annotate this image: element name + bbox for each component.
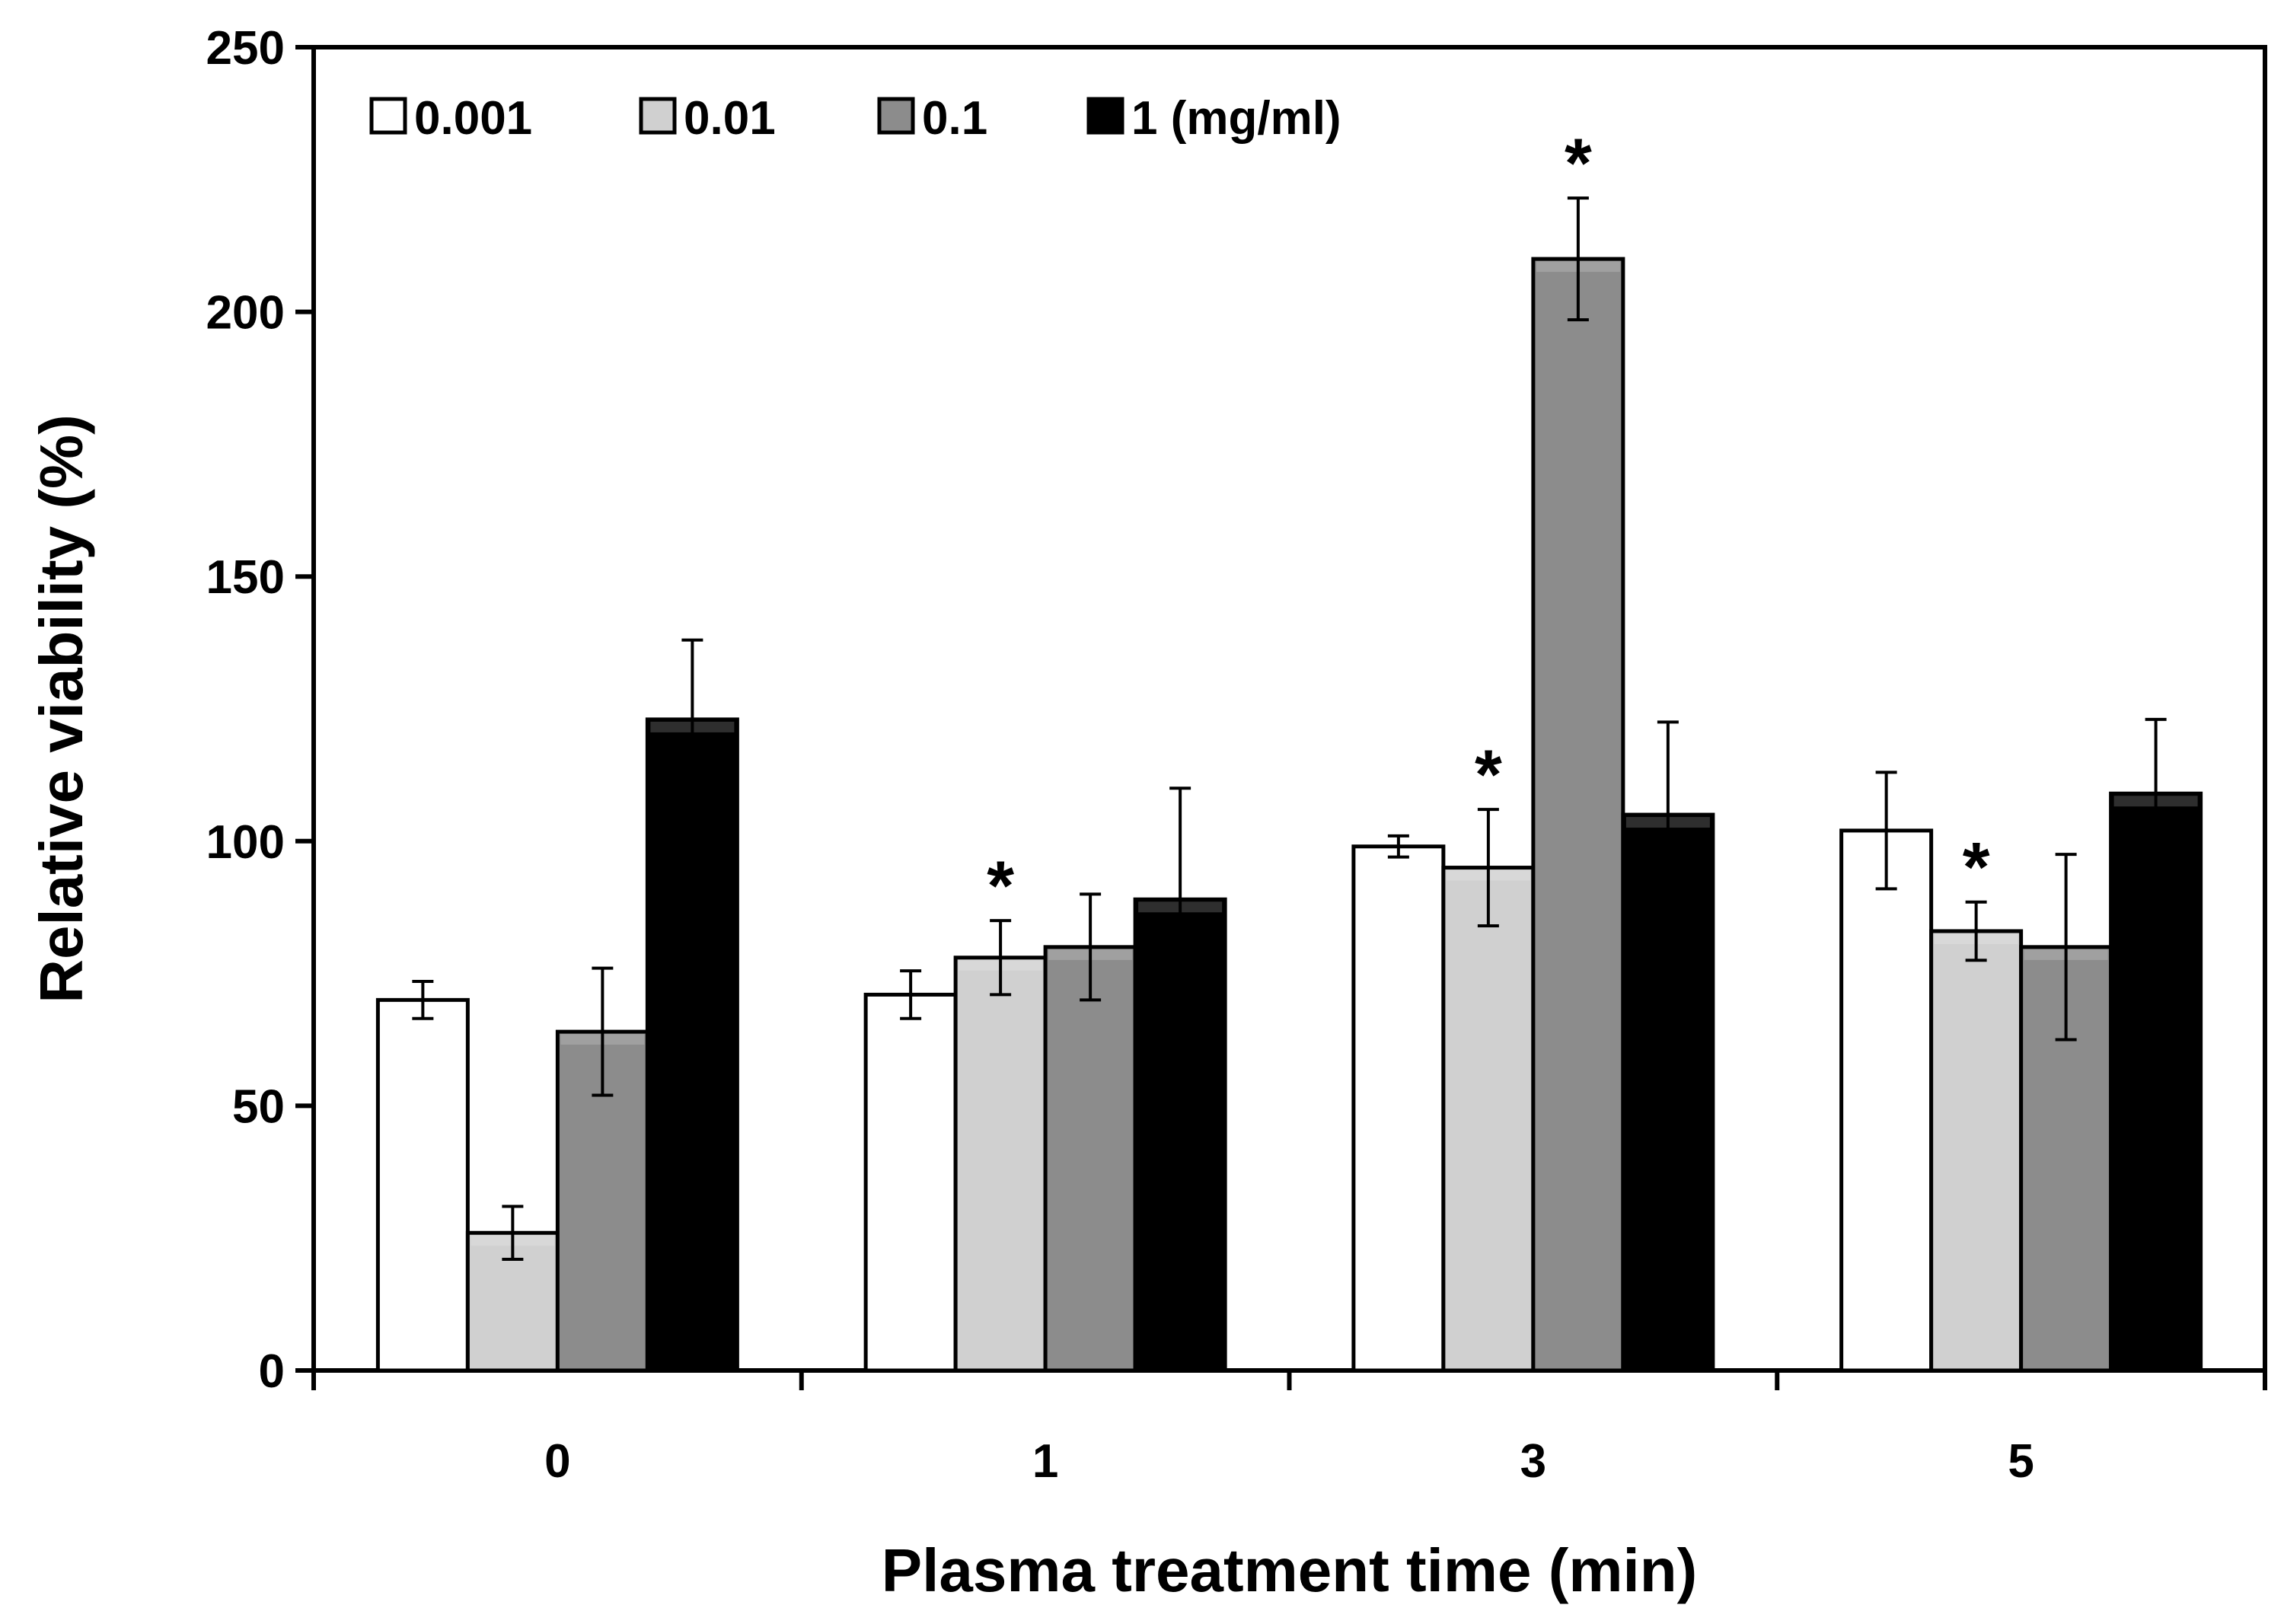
y-tick-label: 100 — [206, 816, 285, 869]
y-tick-label: 200 — [206, 287, 285, 340]
bar — [645, 717, 739, 1373]
legend-label: 1 (mg/ml) — [1131, 92, 1341, 145]
y-tick-label: 50 — [232, 1080, 285, 1133]
bars — [375, 257, 2203, 1373]
bar — [863, 992, 958, 1373]
legend-label: 0.1 — [922, 92, 987, 145]
x-tick-label: 1 — [1032, 1435, 1058, 1488]
bar — [1441, 866, 1536, 1373]
bar — [1839, 828, 1934, 1373]
x-tick-label: 3 — [1520, 1435, 1546, 1488]
legend-label: 0.01 — [684, 92, 776, 145]
x-tick-label: 5 — [2008, 1435, 2034, 1488]
y-axis: 0 50 100 150 200 250 — [206, 22, 314, 1398]
y-tick-label: 250 — [206, 22, 285, 75]
legend-swatch — [877, 97, 915, 135]
legend-swatch — [639, 97, 677, 135]
bar — [1531, 257, 1625, 1373]
y-axis-title: Relative viability (%) — [27, 414, 95, 1003]
bar — [375, 997, 470, 1373]
bar — [2109, 791, 2203, 1373]
legend: 0.001 0.01 0.1 1 (mg/ml) — [369, 92, 1341, 145]
bar — [1043, 945, 1137, 1373]
y-tick-label: 150 — [206, 551, 285, 604]
error-bars — [412, 196, 2167, 1262]
legend-swatch — [1086, 97, 1124, 135]
y-tick-label: 0 — [259, 1345, 285, 1398]
bar — [953, 956, 1048, 1373]
significance-star: * — [1475, 736, 1502, 814]
bar — [1351, 844, 1446, 1373]
legend-swatch — [369, 97, 407, 135]
bar — [1929, 929, 2024, 1373]
x-tick-label: 0 — [544, 1435, 570, 1488]
significance-star: * — [1565, 125, 1592, 203]
significance-star: * — [1963, 829, 1990, 907]
significance-star: * — [987, 847, 1014, 925]
significance-markers: * * * * — [987, 125, 1990, 925]
x-axis: 0 1 3 5 — [311, 1370, 2267, 1488]
x-axis-title: Plasma treatment time (min) — [882, 1536, 1697, 1604]
legend-label: 0.001 — [414, 92, 532, 145]
